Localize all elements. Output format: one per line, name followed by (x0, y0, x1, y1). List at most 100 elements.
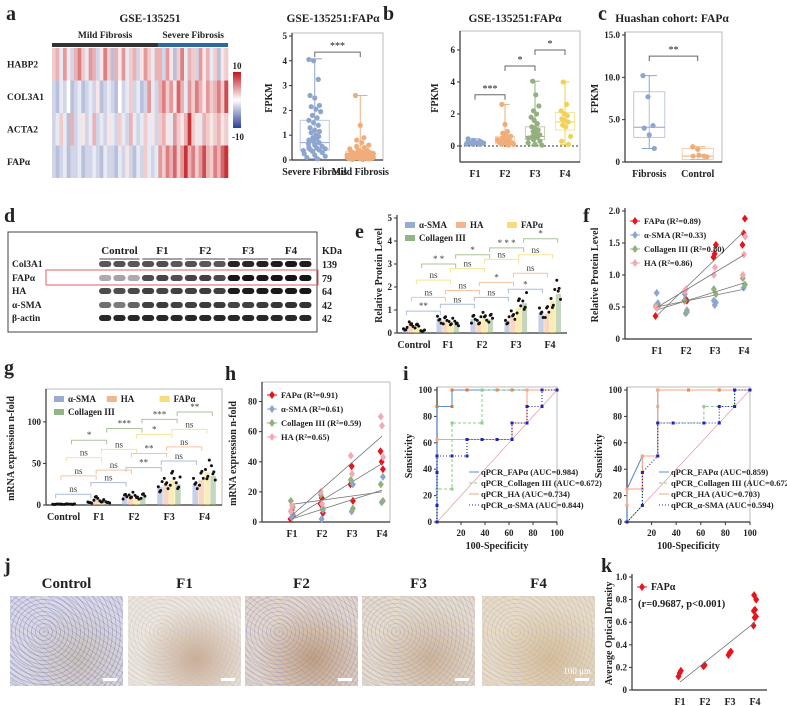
data-point (750, 621, 757, 630)
blot-band (227, 315, 240, 321)
bar (134, 497, 140, 505)
blot-band (299, 261, 312, 267)
heatmap-cell (92, 48, 97, 81)
heatmap-cell (195, 113, 199, 146)
data-point (405, 325, 409, 329)
heatmap-cell (217, 80, 221, 113)
roc-point (656, 421, 660, 425)
heatmap-cell (96, 113, 100, 146)
y-tick-label: 2.0 (609, 206, 621, 216)
heatmap-cell (121, 80, 126, 113)
roc-curve (626, 389, 750, 523)
heatmap-cell (198, 80, 203, 113)
data-point (63, 502, 67, 506)
data-point (441, 322, 445, 326)
heatmap-cell (74, 145, 78, 178)
data-point (551, 303, 555, 307)
heatmap-row-label: HABP2 (7, 60, 38, 70)
roc-point (510, 421, 514, 425)
data-point (401, 327, 405, 331)
y-tick-label: 20 (613, 491, 623, 501)
data-point (415, 322, 419, 326)
heatmap-cell (158, 80, 163, 113)
data-point (565, 141, 572, 147)
heatmap-cell (136, 48, 141, 81)
y-tick-label: 80 (423, 411, 433, 421)
heatmap-cell (202, 145, 207, 178)
heatmap-cell (66, 48, 71, 81)
roc-point (465, 454, 469, 458)
data-point (194, 481, 198, 485)
y-tick-label: 1.0 (616, 572, 628, 582)
heatmap-cell (129, 145, 133, 178)
data-point (741, 250, 747, 259)
data-point (310, 120, 317, 126)
significance-label: ** (190, 402, 200, 412)
legend-label: Collagen III (R²=0.59) (281, 418, 362, 428)
data-point (481, 310, 485, 314)
legend-swatch (456, 222, 466, 228)
data-point (306, 56, 312, 63)
roc-point (465, 438, 469, 441)
x-tick-label: F2 (476, 340, 487, 351)
data-point (506, 321, 510, 325)
heatmap-cell (191, 145, 196, 178)
data-point (536, 103, 542, 109)
heatmap-cell (195, 80, 199, 113)
data-point (156, 485, 160, 489)
roc-point (450, 487, 454, 491)
legend-swatch (159, 396, 170, 402)
legend-label: FAPα (174, 394, 196, 404)
heatmap-cell (63, 145, 67, 178)
legend-marker (632, 259, 638, 267)
y-tick-label: 0.8 (616, 595, 628, 605)
significance-bracket (410, 296, 446, 302)
ihc-image-f1 (128, 596, 241, 686)
heatmap-cell (85, 48, 89, 81)
x-tick-label: 80 (529, 528, 539, 538)
heatmap-cell (88, 48, 93, 81)
heatmap-cell (169, 80, 174, 113)
bar (476, 320, 482, 333)
significance-bracket (421, 263, 457, 268)
bar (169, 480, 175, 505)
heatmap-cell (103, 48, 108, 81)
chart-title: Huashan cohort: FAPα (615, 13, 729, 25)
heatmap-cell (209, 145, 214, 178)
data-point (407, 320, 411, 324)
roc-point (540, 405, 544, 408)
heatmap-cell (217, 48, 221, 81)
significance-label: ns (110, 460, 119, 470)
heatmap-cell (129, 80, 133, 113)
panel-letter-h: h (225, 363, 236, 385)
blot-band (113, 302, 126, 308)
significance-bracket (439, 303, 475, 309)
legend-label: HA (R²=0.65) (281, 432, 330, 442)
scale-bar-label: 100 μm (563, 666, 591, 676)
significance-label: ns (464, 259, 473, 269)
significance-bracket (455, 254, 491, 259)
data-point (690, 144, 696, 150)
kda-value: 64 (322, 287, 332, 298)
data-point (513, 317, 517, 321)
data-point (553, 288, 557, 292)
significance-bracket (416, 279, 452, 285)
data-point (205, 477, 209, 481)
heatmap-cell (52, 113, 56, 146)
y-tick-label: 1 (388, 305, 393, 315)
significance-bracket (314, 51, 361, 58)
blot-band (284, 275, 298, 281)
data-point (368, 156, 374, 162)
y-tick-label: 80 (248, 397, 258, 407)
blot-group-label: F1 (156, 245, 168, 257)
significance-bracket (534, 49, 566, 55)
data-point (312, 95, 318, 101)
heatmap-cell (165, 145, 170, 178)
y-tick-label: 0 (616, 334, 621, 344)
roc-point (640, 504, 644, 507)
data-point (696, 152, 702, 158)
heatmap-cell (202, 113, 207, 146)
heatmap-cell (202, 48, 207, 81)
y-axis-label: FPKM (430, 83, 441, 113)
roc-point (450, 454, 454, 458)
